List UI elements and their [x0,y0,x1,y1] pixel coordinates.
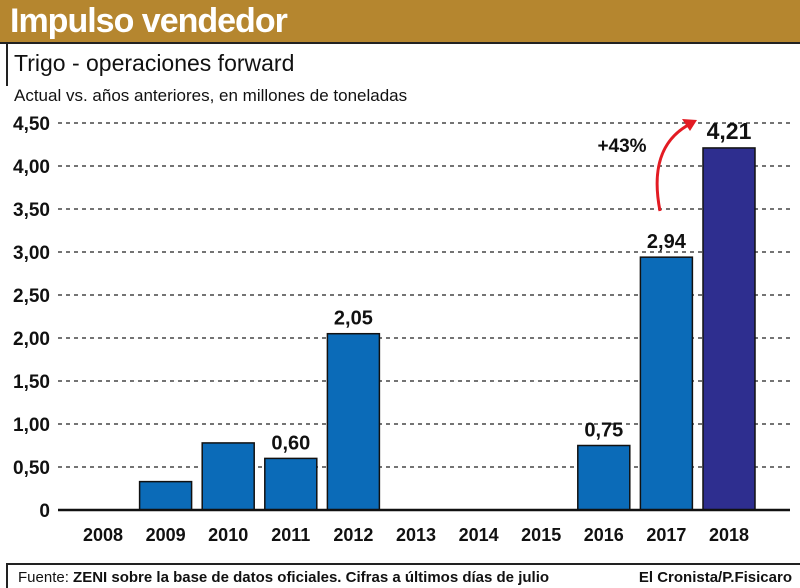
growth-arrow [655,122,691,212]
x-tick-label: 2008 [83,525,123,545]
bar-2016 [577,444,631,511]
y-tick-label: 2,50 [13,286,50,307]
header-title: Impulso vendedor [10,2,288,40]
bar-2009 [138,480,193,511]
x-tick-label: 2011 [271,525,310,545]
chart-subtitle: Actual vs. años anteriores, en millones … [14,86,408,105]
x-tick-label: 2014 [459,525,499,545]
x-tick-label: 2013 [396,525,436,545]
x-tick-label: 2018 [709,525,749,545]
footer: Fuente: ZENI sobre la base de datos ofic… [6,563,800,588]
x-tick-label: 2016 [584,525,624,545]
y-tick-label: 0 [39,501,50,522]
y-tick-label: 3,50 [13,200,50,221]
data-label-2011: 0,60 [271,432,310,454]
accent-bar [6,44,8,86]
chart-title: Trigo - operaciones forward [14,50,295,76]
y-tick-label: 3,00 [13,243,50,264]
data-label-2018: 4,21 [707,118,752,144]
y-tick-label: 0,50 [13,458,50,479]
source-label: Fuente: [18,569,69,586]
y-tick-label: 4,00 [13,157,50,178]
source-text: ZENI sobre la base de datos oficiales. C… [73,569,550,586]
bar-chart: 0 0,50 1,00 1,50 2,00 2,50 3,00 3,50 4,00 4,50 200… [13,114,790,545]
bar-2018 [702,147,756,511]
bar-2011 [264,457,318,511]
data-label-2012: 2,05 [334,308,373,330]
y-tick-label: 1,50 [13,372,50,393]
x-tick-label: 2015 [521,525,561,545]
y-tick-label: 1,00 [13,415,50,436]
header-band: Impulso vendedor [0,0,800,44]
data-label-2017: 2,94 [647,231,687,253]
growth-annotation: +43% [597,136,646,157]
bar-2017 [639,256,694,511]
y-tick-label: 4,50 [13,114,50,135]
credit: El Cronista/P.Fisicaro [638,569,792,586]
x-tick-label: 2017 [646,525,686,545]
data-label-2016: 0,75 [584,420,623,442]
x-tick-label: 2009 [146,525,186,545]
arrow-head-icon [682,119,697,131]
x-tick-label: 2010 [208,525,248,545]
x-tick-label: 2012 [333,525,373,545]
bar-2010 [201,442,255,511]
y-tick-label: 2,00 [13,329,50,350]
bar-2012 [326,332,381,511]
